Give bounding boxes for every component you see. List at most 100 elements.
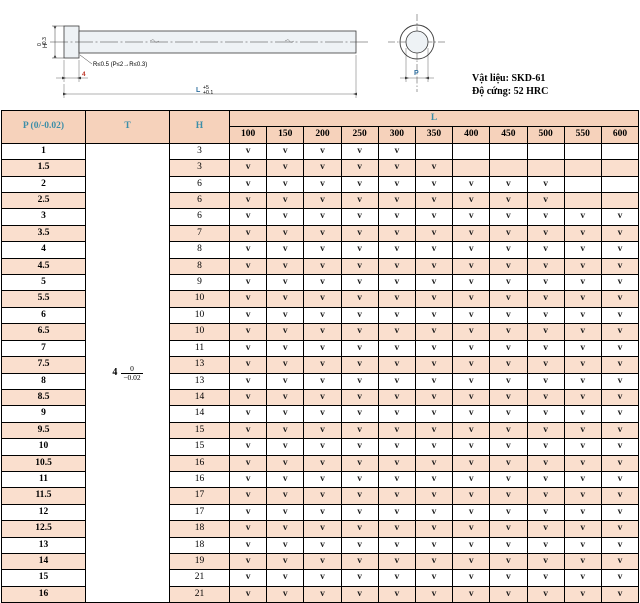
cell-availability-500 <box>526 159 565 177</box>
cell-availability-100: v <box>228 208 268 226</box>
cell-p: 9 <box>1 405 86 423</box>
cell-p: 6.5 <box>1 323 86 341</box>
cell-availability-300: v <box>377 503 416 522</box>
table-row: 5.5 10 v v v v v v v v v v v <box>1 290 640 308</box>
cell-h: 7 <box>169 224 230 243</box>
cell-availability-550: v <box>563 520 602 538</box>
cell-availability-250: v <box>340 520 379 538</box>
cell-availability-550: v <box>563 487 602 505</box>
cell-availability-250: v <box>340 208 379 226</box>
cell-availability-400: v <box>452 323 491 341</box>
cell-h: 14 <box>169 405 230 423</box>
cell-availability-550: v <box>563 323 602 341</box>
cell-p: 3 <box>1 208 86 226</box>
cell-availability-450: v <box>489 503 528 522</box>
cell-availability-400: v <box>452 388 491 407</box>
cell-h: 11 <box>169 339 230 358</box>
cell-availability-550: v <box>563 421 602 440</box>
cell-h: 6 <box>169 175 230 194</box>
cell-availability-600: v <box>600 339 640 358</box>
cell-availability-500: v <box>526 470 565 489</box>
cell-availability-400: v <box>452 372 491 390</box>
cell-availability-150: v <box>266 438 305 456</box>
cell-availability-100: v <box>228 438 268 456</box>
cell-availability-450 <box>489 142 528 161</box>
cell-h: 6 <box>169 208 230 226</box>
table-row: 9 14 v v v v v v v v v v v <box>1 405 640 423</box>
cell-availability-300: v <box>377 290 416 308</box>
cell-p: 4 <box>1 241 86 259</box>
cell-availability-500: v <box>526 552 565 571</box>
cell-availability-350: v <box>414 257 454 276</box>
cell-availability-250: v <box>340 142 379 161</box>
cell-availability-450: v <box>489 536 528 554</box>
header-l-200: 200 <box>303 126 342 144</box>
cell-availability-250: v <box>340 552 379 571</box>
cell-availability-450: v <box>489 388 528 407</box>
cell-p: 3.5 <box>1 224 86 243</box>
cell-availability-150: v <box>266 552 305 571</box>
cell-h: 15 <box>169 438 230 456</box>
cell-availability-150: v <box>266 454 305 472</box>
cell-p: 5.5 <box>1 290 86 308</box>
cell-availability-400: v <box>452 356 491 374</box>
cell-availability-350: v <box>414 388 454 407</box>
cell-availability-600: v <box>600 224 640 243</box>
cell-p: 16 <box>1 585 86 603</box>
header-p: P (0/-0.02) <box>1 110 86 144</box>
cell-h: 13 <box>169 372 230 390</box>
cell-availability-100: v <box>228 520 268 538</box>
cell-availability-550: v <box>563 224 602 243</box>
cell-p: 11.5 <box>1 487 86 505</box>
cell-p: 12 <box>1 503 86 522</box>
cell-availability-150: v <box>266 470 305 489</box>
cell-availability-200: v <box>303 405 342 423</box>
hardness-label: Độ cứng: <box>472 86 512 97</box>
cell-availability-450: v <box>489 257 528 276</box>
cell-availability-400: v <box>452 224 491 243</box>
cell-availability-450: v <box>489 356 528 374</box>
table-row: 10 15 v v v v v v v v v v v <box>1 438 640 456</box>
table-row: 12.5 18 v v v v v v v v v v v <box>1 520 640 538</box>
cell-availability-300: v <box>377 257 416 276</box>
cell-availability-550: v <box>563 552 602 571</box>
cell-availability-450: v <box>489 487 528 505</box>
cell-availability-550: v <box>563 388 602 407</box>
cell-availability-300: v <box>377 159 416 177</box>
cell-availability-350: v <box>414 487 454 505</box>
cell-availability-150: v <box>266 159 305 177</box>
cell-availability-150: v <box>266 306 305 325</box>
cell-availability-450: v <box>489 438 528 456</box>
cell-availability-500: v <box>526 257 565 276</box>
cell-t-value: 4 <box>112 367 118 379</box>
cell-availability-600 <box>600 175 640 194</box>
cell-availability-250: v <box>340 323 379 341</box>
cell-availability-500: v <box>526 520 565 538</box>
cell-availability-350: v <box>414 290 454 308</box>
cell-availability-250: v <box>340 421 379 440</box>
cell-availability-300: v <box>377 520 416 538</box>
cell-availability-200: v <box>303 224 342 243</box>
cell-availability-250: v <box>340 159 379 177</box>
table-body: 1 4 0 −0.02 3 v v v v v 1.5 3 v v v v v v 2 6 v v v v v v v v v 2.5 6 v… <box>1 142 640 603</box>
cell-availability-200: v <box>303 569 342 587</box>
cell-availability-550: v <box>563 454 602 472</box>
cell-availability-150: v <box>266 585 305 603</box>
cell-availability-500: v <box>526 585 565 603</box>
cell-p: 8 <box>1 372 86 390</box>
header-l-150: 150 <box>266 126 305 144</box>
table-row: 1.5 3 v v v v v v <box>1 159 640 177</box>
cell-availability-550: v <box>563 536 602 554</box>
cell-availability-600: v <box>600 306 640 325</box>
cell-availability-150: v <box>266 536 305 554</box>
cell-p: 1.5 <box>1 159 86 177</box>
cell-availability-150: v <box>266 356 305 374</box>
cell-availability-100: v <box>228 192 268 210</box>
head-thickness-dim: 4 <box>82 71 86 78</box>
table-row: 11.5 17 v v v v v v v v v v v <box>1 487 640 505</box>
cell-availability-250: v <box>340 175 379 194</box>
cell-availability-500 <box>526 142 565 161</box>
cell-availability-600: v <box>600 405 640 423</box>
cell-availability-200: v <box>303 257 342 276</box>
